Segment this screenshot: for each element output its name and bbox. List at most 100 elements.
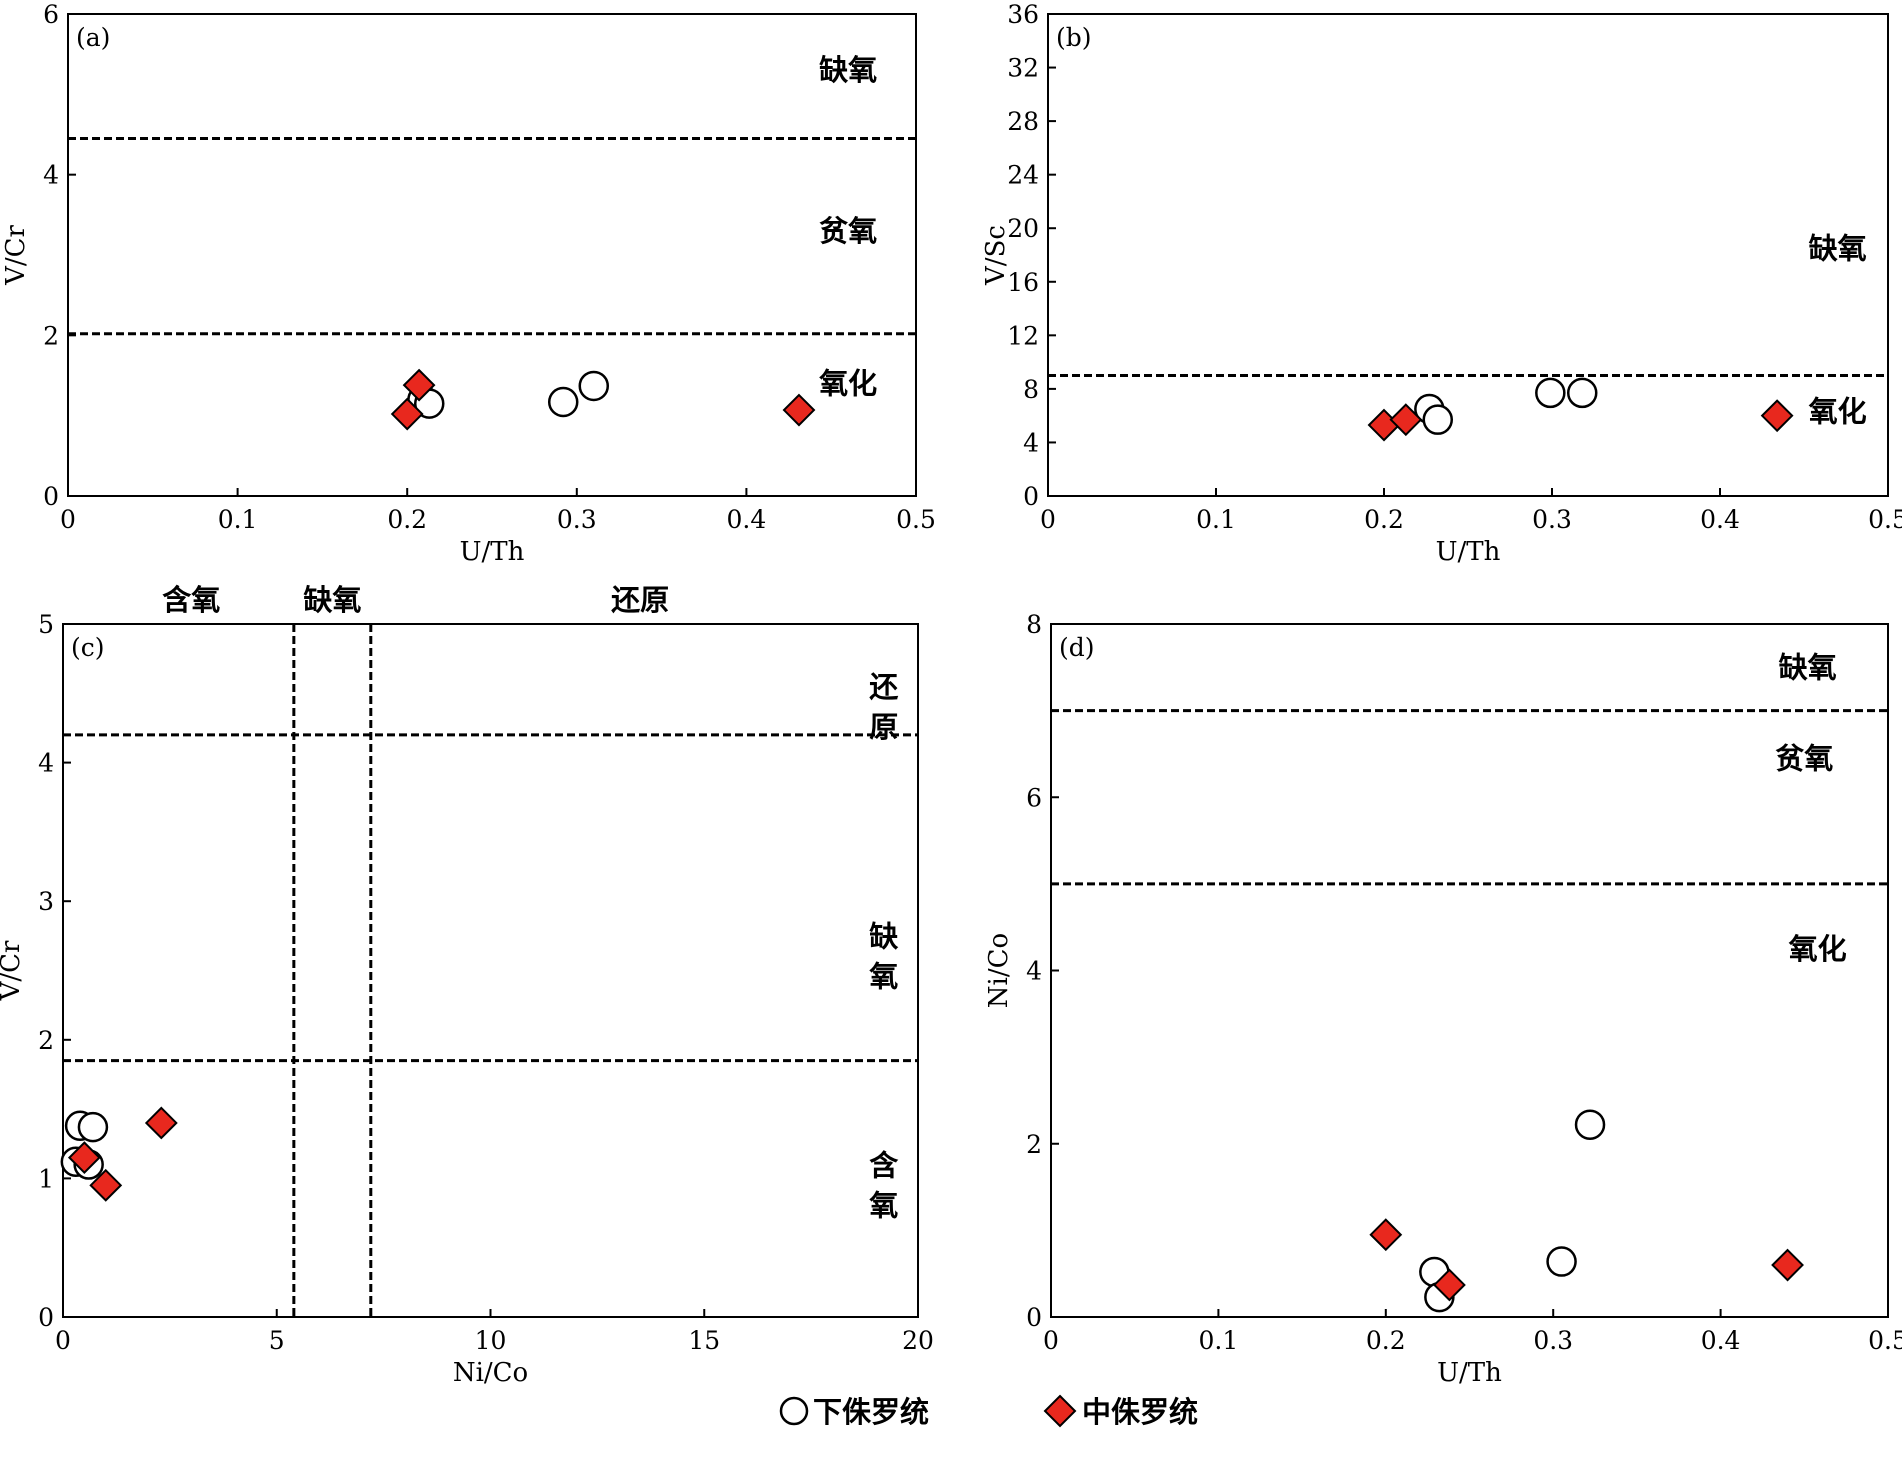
x-tick-label: 0.4: [1700, 505, 1740, 534]
panel-tag: (b): [1056, 23, 1092, 52]
data-point-diamond: [1369, 1218, 1403, 1252]
data-point-circle: [547, 386, 579, 418]
x-tick-label: 0.3: [1533, 1326, 1573, 1355]
panel-b: 0 0.1 0.2 0.3 0.4 0.5 0 4 8 12 16 20 24 28 32 36 U/Th V/S…: [981, 0, 1902, 567]
y-tick-label: 32: [1007, 54, 1039, 83]
y-tick-label: 2: [38, 1026, 54, 1055]
x-axis-label: U/Th: [460, 537, 525, 567]
top-zone-label: 还原: [611, 583, 669, 617]
y-tick-label: 3: [38, 887, 54, 916]
zone-label-char: 含: [869, 1148, 899, 1182]
data-point-diamond: [782, 393, 816, 427]
x-axis-label: Ni/Co: [453, 1358, 528, 1388]
zone-label: 缺氧: [1809, 231, 1867, 265]
x-tick-label: 0.2: [387, 505, 427, 534]
y-tick-label: 28: [1007, 107, 1039, 136]
x-tick-label: 0: [60, 505, 76, 534]
legend-label-lower-jurassic: 下侏罗统: [813, 1395, 929, 1429]
x-tick-label: 0.2: [1366, 1326, 1406, 1355]
zone-label: 缺氧: [819, 53, 877, 87]
x-tick-label: 0.2: [1364, 505, 1404, 534]
x-tick-label: 0.1: [1196, 505, 1236, 534]
data-point-circle: [1535, 377, 1566, 409]
data-point-circle: [1574, 1109, 1606, 1140]
data-point-circle: [1566, 377, 1598, 409]
y-tick-label: 4: [1026, 957, 1042, 986]
legend-circle-marker: [779, 1396, 809, 1426]
legend-diamond-marker: [1043, 1394, 1077, 1428]
y-axis-label: V/Cr: [0, 940, 26, 1001]
top-zone-label: 含氧: [162, 583, 220, 617]
legend-label-middle-jurassic: 中侏罗统: [1082, 1395, 1198, 1429]
y-axis-label: V/Cr: [1, 225, 31, 286]
x-tick-label: 10: [475, 1326, 507, 1355]
zone-label-char: 氧: [868, 1188, 898, 1222]
x-tick-label: 0: [1040, 505, 1056, 534]
x-tick-label: 0.3: [1532, 505, 1572, 534]
data-point-diamond: [1771, 1248, 1804, 1282]
data-point-diamond: [1760, 399, 1794, 433]
y-axis-label: Ni/Co: [984, 933, 1014, 1008]
x-tick-label: 0.3: [557, 505, 597, 534]
data-point-diamond: [390, 397, 424, 431]
x-tick-label: 0: [1043, 1326, 1059, 1355]
zone-label-char: 原: [869, 710, 898, 744]
legend: 下侏罗统 中侏罗统: [779, 1394, 1198, 1429]
zone-label: 氧化: [1788, 932, 1847, 966]
data-point-circle: [1422, 404, 1454, 435]
data-point-diamond: [1367, 408, 1401, 442]
y-tick-label: 12: [1007, 321, 1039, 350]
plot-frame: [1047, 13, 1889, 497]
zone-label-char: 还: [869, 670, 899, 704]
y-tick-label: 0: [38, 1303, 54, 1332]
y-tick-label: 4: [1023, 428, 1039, 457]
panel-tag: (a): [76, 23, 110, 52]
data-point-diamond: [1389, 403, 1423, 437]
y-tick-label: 8: [1026, 610, 1042, 639]
data-point-diamond: [402, 368, 436, 402]
y-tick-label: 20: [1007, 214, 1039, 243]
x-tick-label: 0.5: [1868, 505, 1902, 534]
y-tick-label: 8: [1023, 375, 1039, 404]
data-point-circle: [578, 370, 610, 402]
x-tick-label: 5: [269, 1326, 285, 1355]
y-tick-label: 4: [38, 749, 54, 778]
data-point-diamond: [1432, 1268, 1466, 1302]
zone-label: 缺氧: [1779, 650, 1837, 684]
y-tick-label: 6: [1026, 783, 1042, 812]
y-tick-label: 0: [1023, 482, 1039, 511]
x-tick-label: 0.5: [896, 505, 936, 534]
data-point-circle: [1546, 1246, 1577, 1277]
zone-label: 贫氧: [819, 214, 877, 248]
panel-tag: (d): [1059, 633, 1095, 662]
x-tick-label: 0.1: [218, 505, 258, 534]
panel-tag: (c): [71, 633, 105, 662]
plot-frame: [62, 623, 919, 1318]
zone-label-char: 缺: [869, 920, 899, 954]
y-tick-label: 36: [1007, 0, 1039, 29]
x-tick-label: 0.4: [727, 505, 767, 534]
x-tick-label: 15: [688, 1326, 720, 1355]
data-point-diamond: [67, 1141, 101, 1175]
x-tick-label: 0.5: [1868, 1326, 1902, 1355]
y-tick-label: 4: [43, 161, 59, 190]
x-tick-label: 0: [55, 1326, 71, 1355]
x-tick-label: 0.1: [1199, 1326, 1239, 1355]
y-tick-label: 0: [43, 482, 59, 511]
y-tick-label: 24: [1007, 161, 1039, 190]
y-tick-label: 2: [43, 321, 59, 350]
y-tick-label: 0: [1026, 1303, 1042, 1332]
y-tick-label: 2: [1026, 1130, 1042, 1159]
data-point-diamond: [144, 1106, 178, 1140]
y-axis-label: V/Sc: [981, 225, 1011, 286]
y-tick-label: 16: [1007, 268, 1039, 297]
zone-label: 氧化: [818, 367, 877, 401]
zone-label: 氧化: [1808, 395, 1867, 429]
zone-label-char: 氧: [868, 960, 898, 994]
y-tick-label: 6: [43, 0, 59, 29]
x-axis-label: U/Th: [1437, 1358, 1502, 1388]
x-tick-label: 20: [902, 1326, 934, 1355]
